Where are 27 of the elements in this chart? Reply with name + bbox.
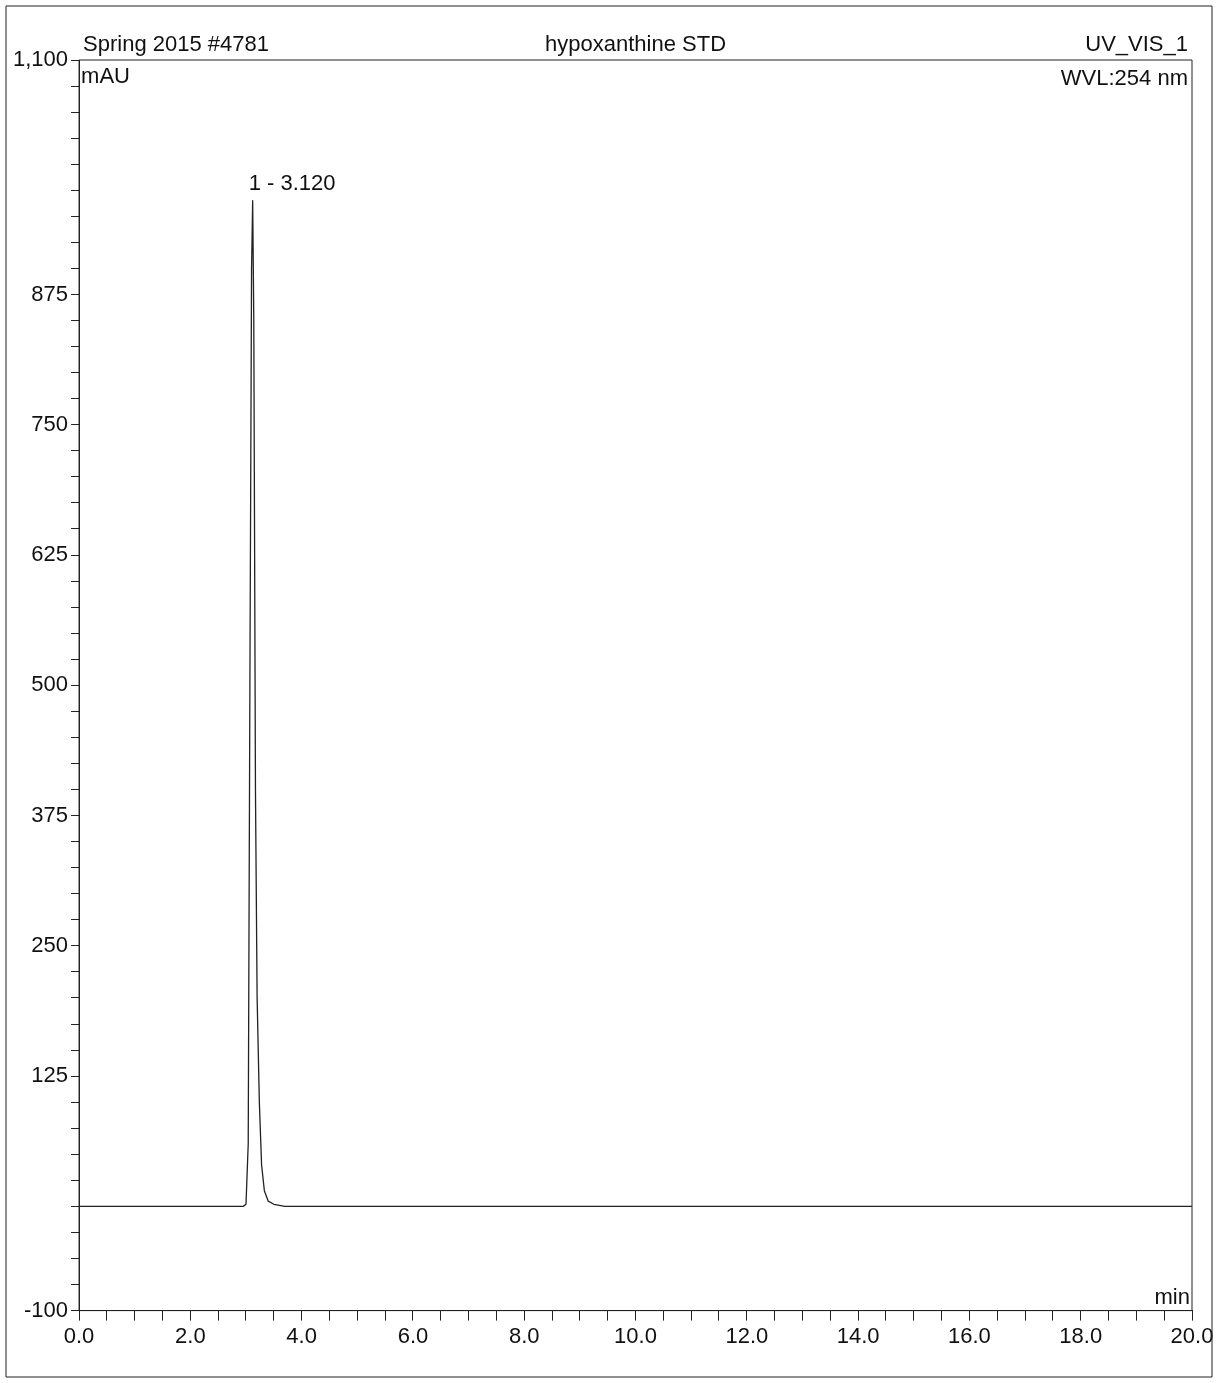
x-tick-label: 0.0 — [63, 1322, 95, 1348]
x-tick-label: 2.0 — [175, 1322, 206, 1348]
y-tick-label: 500 — [31, 671, 69, 697]
annotation: 1 - 3.120 — [248, 169, 336, 195]
y-tick-label: 375 — [31, 801, 69, 827]
x-tick-label: 14.0 — [836, 1322, 880, 1348]
y-tick-label: 875 — [31, 280, 69, 306]
x-tick-label: 8.0 — [508, 1322, 540, 1348]
y-tick-label: -100 — [24, 1296, 69, 1322]
annotation: WVL:254 nm — [1060, 65, 1188, 91]
chart-title: hypoxanthine STD — [545, 31, 727, 57]
x-tick-label: 6.0 — [397, 1322, 429, 1348]
x-tick-label: 20.0 — [1170, 1322, 1214, 1348]
x-tick-label: 4.0 — [286, 1322, 317, 1348]
text: Spring 2015 #4781 — [83, 31, 269, 57]
y-tick-label: 625 — [31, 541, 69, 567]
y-tick-label: 250 — [31, 931, 69, 957]
x-tick-label: 18.0 — [1059, 1322, 1103, 1348]
text: UV_VIS_1 — [1085, 31, 1188, 57]
x-tick-label: 10.0 — [614, 1322, 657, 1348]
x-tick-label: 12.0 — [725, 1322, 769, 1348]
y-tick-label: 125 — [31, 1062, 69, 1088]
y-tick-label: 750 — [31, 410, 69, 436]
x-tick-label: 16.0 — [948, 1322, 991, 1348]
y-axis-title: mAU — [81, 63, 130, 89]
y-tick-label: 1,100 — [12, 46, 69, 72]
x-axis-title: min — [1154, 1283, 1190, 1309]
